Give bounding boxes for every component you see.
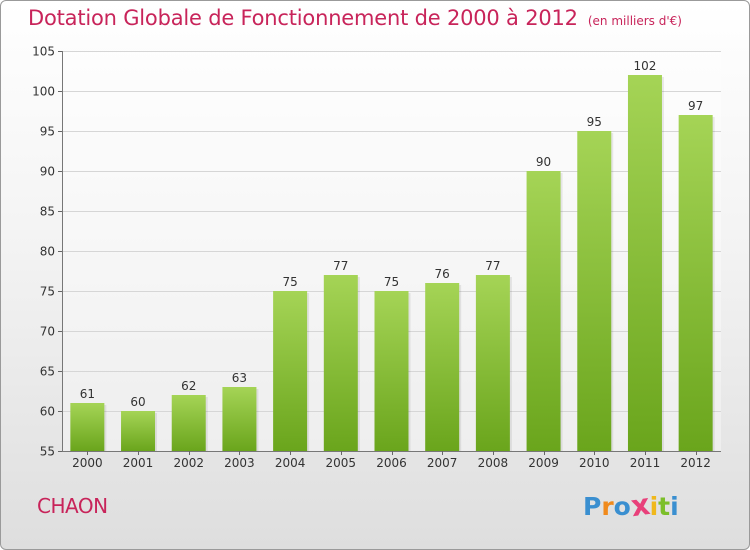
logo-letter: i <box>649 492 659 521</box>
logo-letter: t <box>658 492 671 521</box>
x-tick-label: 2009 <box>528 456 559 470</box>
logo-letter: o <box>613 492 631 521</box>
y-tick-label: 65 <box>40 365 55 379</box>
x-tick-label: 2005 <box>326 456 357 470</box>
bar-2000 <box>70 403 105 451</box>
data-label: 77 <box>333 259 348 273</box>
data-label: 60 <box>130 395 145 409</box>
data-label: 77 <box>485 259 500 273</box>
data-label: 102 <box>634 59 657 73</box>
x-tick-label: 2008 <box>478 456 509 470</box>
data-label: 95 <box>587 115 602 129</box>
chart-title: Dotation Globale de Fonctionnement de 20… <box>28 6 578 30</box>
y-tick-label: 80 <box>40 245 55 259</box>
data-label: 62 <box>181 379 196 393</box>
bar-2012 <box>678 115 713 451</box>
bar-2005 <box>323 275 358 451</box>
data-label: 75 <box>384 275 399 289</box>
bar-2010 <box>577 131 612 451</box>
bar-2003 <box>222 387 257 451</box>
x-tick-label: 2002 <box>173 456 204 470</box>
logo-letter: i <box>670 492 679 521</box>
x-tick-label: 2004 <box>275 456 306 470</box>
data-label: 90 <box>536 155 551 169</box>
y-tick-label: 75 <box>40 285 55 299</box>
y-tick-label: 95 <box>40 125 55 139</box>
y-tick-label: 85 <box>40 205 55 219</box>
data-label: 61 <box>80 387 95 401</box>
data-label: 76 <box>435 267 450 281</box>
y-tick-label: 70 <box>40 325 55 339</box>
x-tick-label: 2001 <box>123 456 154 470</box>
x-tick-label: 2000 <box>72 456 103 470</box>
y-tick-label: 105 <box>32 45 55 59</box>
x-tick-label: 2010 <box>579 456 610 470</box>
chart-subtitle: (en milliers d'€) <box>587 14 682 28</box>
logo-letter: x <box>628 486 652 524</box>
x-tick-label: 2012 <box>680 456 711 470</box>
bar-2002 <box>171 395 206 451</box>
x-tick-label: 2007 <box>427 456 458 470</box>
y-tick-label: 60 <box>40 405 55 419</box>
y-tick-label: 90 <box>40 165 55 179</box>
bar-2004 <box>273 291 308 451</box>
data-label: 75 <box>282 275 297 289</box>
logo-letter: r <box>601 492 614 521</box>
y-tick-label: 55 <box>40 445 55 459</box>
commune-name: CHAON <box>37 494 108 518</box>
bar-2009 <box>526 171 561 451</box>
title-row: Dotation Globale de Fonctionnement de 20… <box>28 6 682 30</box>
bar-2006 <box>374 291 409 451</box>
x-tick-label: 2003 <box>224 456 255 470</box>
x-tick-label: 2011 <box>630 456 661 470</box>
bar-2001 <box>121 411 156 451</box>
bar-2008 <box>475 275 510 451</box>
proxiti-logo[interactable]: Proxiti <box>583 486 679 524</box>
x-tick-label: 2006 <box>376 456 407 470</box>
y-tick-label: 100 <box>32 85 55 99</box>
logo-letter: P <box>583 492 602 521</box>
bar-2007 <box>425 283 460 451</box>
data-label: 63 <box>232 371 247 385</box>
data-label: 97 <box>688 99 703 113</box>
bar-2011 <box>627 75 662 451</box>
